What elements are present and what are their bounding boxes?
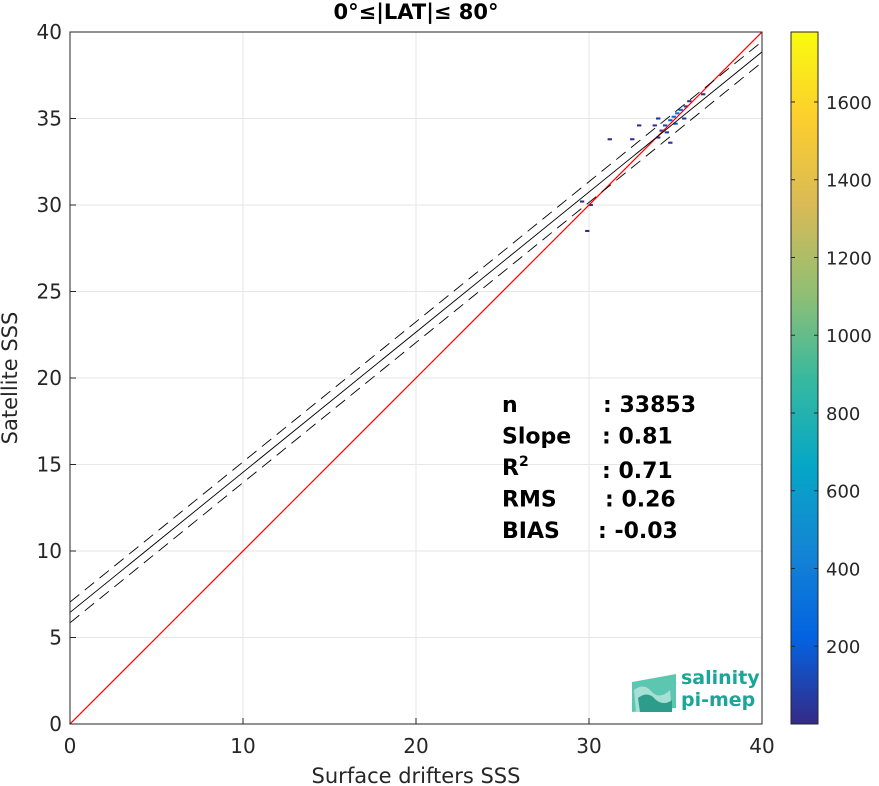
fit-line — [70, 51, 762, 613]
stat-label: R2 — [502, 454, 529, 481]
stat-value: : 0.26 — [605, 488, 676, 513]
density-cell — [664, 131, 670, 134]
colorbar-tick-label: 1400 — [826, 171, 872, 192]
density-cell — [630, 138, 635, 141]
density-cell — [681, 117, 687, 120]
y-tick-label: 20 — [37, 366, 62, 390]
stat-label: RMS — [502, 488, 557, 513]
density-cell — [678, 108, 683, 111]
regression-lines — [70, 32, 762, 724]
density-cell — [668, 119, 673, 122]
colorbar-tick-label: 200 — [826, 637, 860, 658]
density-cell — [585, 229, 590, 232]
colorbar-tick-label: 1600 — [826, 93, 872, 114]
salinity-pi-mep-logo: salinity pi-mep — [632, 667, 760, 712]
colorbar-tick-label: 800 — [826, 404, 860, 425]
density-cell — [668, 141, 673, 144]
x-axis-label: Surface drifters SSS — [312, 764, 521, 786]
fit-band-line — [70, 61, 762, 624]
stat-value: : -0.03 — [598, 519, 678, 544]
y-tick-label: 40 — [37, 20, 62, 44]
stat-value: : 0.81 — [602, 425, 673, 450]
y-tick-label: 5 — [49, 626, 62, 650]
density-cell — [701, 93, 706, 96]
stat-value: : 0.71 — [602, 459, 673, 484]
stat-label-text: n — [502, 393, 518, 418]
logo-text-line1: salinity — [681, 667, 760, 689]
stat-label-text: RMS — [502, 488, 557, 513]
density-cell — [656, 117, 661, 120]
x-tick-label: 0 — [64, 734, 77, 758]
colorbar-tick-label: 1000 — [826, 326, 872, 347]
density-cell — [652, 124, 657, 127]
stat-value: : 33853 — [603, 393, 696, 418]
density-cell — [662, 124, 668, 127]
y-tick-label: 35 — [37, 107, 62, 131]
stat-label: Slope — [502, 425, 571, 450]
stat-label: BIAS — [502, 519, 560, 544]
y-tick-label: 10 — [37, 539, 62, 563]
statistics-box: n : 33853 Slope : 0.81 R2 : 0.71 RMS : 0.26 BIAS… — [502, 393, 696, 544]
colorbar-tick-label: 600 — [826, 482, 860, 503]
density-cell — [675, 112, 680, 115]
density-cell — [588, 203, 593, 207]
colorbar-tick-label: 400 — [826, 559, 860, 580]
colorbar — [790, 31, 819, 725]
y-tick-label: 30 — [37, 193, 62, 217]
density-cell — [673, 122, 678, 125]
x-tick-label: 40 — [749, 734, 774, 758]
y-axis-label: Satellite SSS — [0, 312, 22, 445]
colorbar-tick-label: 1200 — [826, 248, 872, 269]
density-cell — [637, 124, 642, 127]
y-tick-label: 0 — [49, 712, 62, 736]
stat-label-text: Slope — [502, 425, 571, 450]
stat-label-sup: 2 — [519, 454, 529, 470]
density-cell — [656, 136, 661, 139]
density-cell — [579, 200, 585, 203]
x-tick-label: 10 — [230, 734, 255, 758]
logo-text-line2: pi-mep — [681, 689, 755, 711]
density-cell — [683, 105, 689, 108]
logo-wave-icon — [632, 674, 676, 712]
x-axis-ticks: 0 10 20 30 40 — [64, 718, 775, 758]
density-cell — [607, 138, 612, 141]
stat-label: n — [502, 393, 518, 418]
stat-label-text: BIAS — [502, 519, 560, 544]
density-cell — [659, 129, 664, 132]
density-cells — [579, 93, 706, 232]
y-tick-label: 25 — [37, 280, 62, 304]
colorbar-ticks: 200 400 600 800 1000 1200 1400 1600 — [791, 93, 872, 658]
x-tick-label: 30 — [576, 734, 601, 758]
fit-band-line — [70, 41, 762, 603]
density-cell — [671, 115, 676, 118]
x-tick-label: 20 — [403, 734, 428, 758]
identity-line — [70, 32, 762, 724]
chart-title: 0°≤|LAT|≤ 80° — [333, 0, 498, 25]
y-axis-ticks: 0 5 10 15 20 25 30 35 40 — [37, 20, 76, 736]
density-cell — [687, 100, 692, 103]
stat-label-text: R — [502, 456, 519, 481]
y-tick-label: 15 — [37, 453, 62, 477]
